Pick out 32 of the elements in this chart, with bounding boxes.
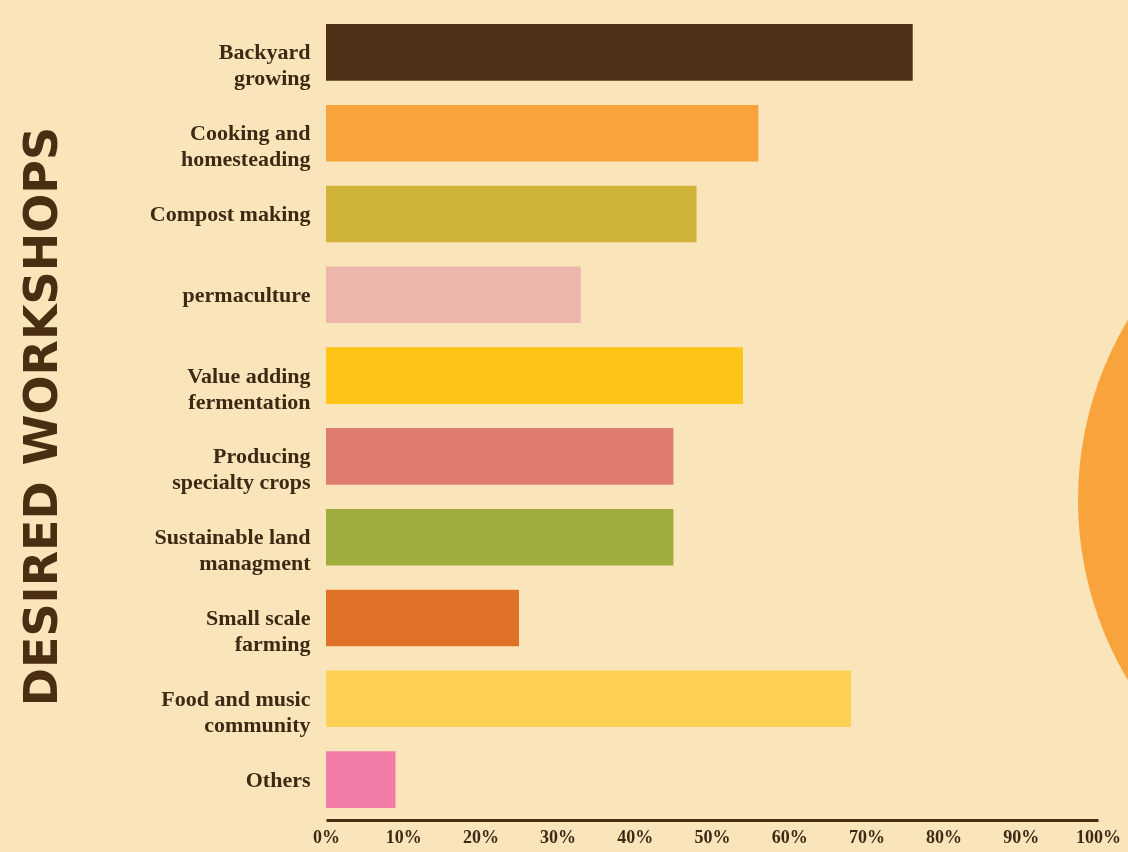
x-tick-label: 50% <box>694 826 731 847</box>
x-tick-label: 90% <box>1003 826 1040 847</box>
bar <box>326 589 519 647</box>
y-tick-label: Compost making <box>149 201 311 226</box>
bar <box>326 751 396 808</box>
y-axis-title: DESIRED WORKSHOPS <box>13 126 68 707</box>
y-tick-label: Food and music community <box>161 685 311 737</box>
bar <box>326 104 759 162</box>
bar <box>326 266 581 324</box>
x-tick-label: 40% <box>617 826 654 847</box>
x-tick-label: 30% <box>540 826 577 847</box>
y-tick-label: Cooking and homesteading <box>180 120 311 172</box>
y-tick-label: Small scale farming <box>206 605 311 656</box>
x-tick-label: 70% <box>848 826 885 847</box>
y-tick-label: Others <box>245 766 311 792</box>
bar <box>326 428 674 485</box>
bar <box>326 185 697 243</box>
bar <box>326 508 674 566</box>
x-tick-label: 20% <box>462 826 499 847</box>
bar <box>326 670 851 728</box>
bar <box>326 347 743 404</box>
x-tick-label: 0% <box>313 826 340 847</box>
x-tick-label: 60% <box>771 826 808 847</box>
x-tick-label: 10% <box>385 826 422 847</box>
y-tick-label: Backyard growing <box>218 39 311 91</box>
bar <box>326 24 913 81</box>
y-tick-label: permaculture <box>182 281 311 307</box>
y-tick-label: Producing specialty crops <box>172 443 311 495</box>
y-tick-label: Sustainable land managment <box>154 524 312 576</box>
y-tick-label: Value adding fermentation <box>187 362 311 414</box>
x-tick-label: 100% <box>1076 826 1121 847</box>
x-tick-label: 80% <box>926 826 963 847</box>
